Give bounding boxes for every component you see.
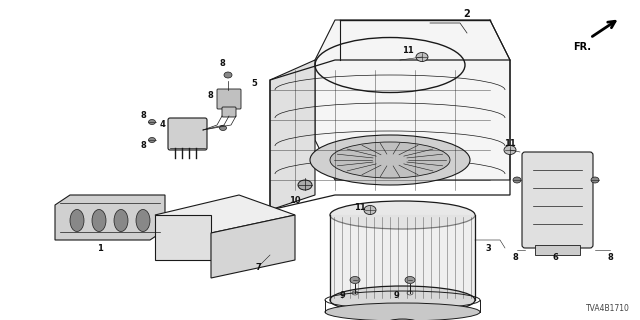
Ellipse shape xyxy=(148,138,156,142)
Polygon shape xyxy=(55,195,165,240)
Text: 1: 1 xyxy=(97,244,103,252)
Ellipse shape xyxy=(513,177,521,183)
Text: 8: 8 xyxy=(140,110,146,119)
Ellipse shape xyxy=(148,119,156,124)
Ellipse shape xyxy=(330,142,450,178)
Text: 5: 5 xyxy=(251,78,257,87)
Text: 11: 11 xyxy=(354,203,366,212)
Bar xyxy=(155,215,211,260)
Ellipse shape xyxy=(220,125,227,131)
Text: 4: 4 xyxy=(160,119,166,129)
Text: 8: 8 xyxy=(219,59,225,68)
Text: 8: 8 xyxy=(607,253,613,262)
Ellipse shape xyxy=(330,286,475,314)
Ellipse shape xyxy=(591,177,599,183)
Ellipse shape xyxy=(224,72,232,78)
Ellipse shape xyxy=(504,146,516,155)
Text: 7: 7 xyxy=(255,263,261,273)
Polygon shape xyxy=(155,195,295,233)
Ellipse shape xyxy=(385,319,420,320)
FancyBboxPatch shape xyxy=(222,107,236,117)
Text: 11: 11 xyxy=(504,139,516,148)
Ellipse shape xyxy=(325,303,480,320)
Polygon shape xyxy=(315,20,510,180)
Ellipse shape xyxy=(136,210,150,231)
Ellipse shape xyxy=(364,205,376,214)
Ellipse shape xyxy=(114,210,128,231)
Text: 9: 9 xyxy=(394,291,400,300)
Text: FR.: FR. xyxy=(573,42,591,52)
Text: 10: 10 xyxy=(289,196,301,204)
FancyBboxPatch shape xyxy=(522,152,593,248)
Ellipse shape xyxy=(298,180,312,190)
Ellipse shape xyxy=(70,210,84,231)
Ellipse shape xyxy=(92,210,106,231)
Text: 6: 6 xyxy=(552,253,558,262)
Ellipse shape xyxy=(405,276,415,284)
Ellipse shape xyxy=(310,135,470,185)
Text: 9: 9 xyxy=(339,291,345,300)
FancyBboxPatch shape xyxy=(217,89,241,109)
Text: 8: 8 xyxy=(512,253,518,262)
Ellipse shape xyxy=(330,201,475,229)
Polygon shape xyxy=(270,60,315,210)
Text: TVA4B1710: TVA4B1710 xyxy=(586,304,630,313)
Text: 11: 11 xyxy=(402,45,414,54)
Text: 8: 8 xyxy=(140,140,146,149)
FancyBboxPatch shape xyxy=(535,245,580,255)
FancyBboxPatch shape xyxy=(168,118,207,150)
Ellipse shape xyxy=(416,52,428,61)
Text: 2: 2 xyxy=(463,9,470,19)
Text: 8: 8 xyxy=(207,91,213,100)
Ellipse shape xyxy=(350,276,360,284)
Polygon shape xyxy=(211,215,295,278)
Text: 3: 3 xyxy=(485,244,491,252)
